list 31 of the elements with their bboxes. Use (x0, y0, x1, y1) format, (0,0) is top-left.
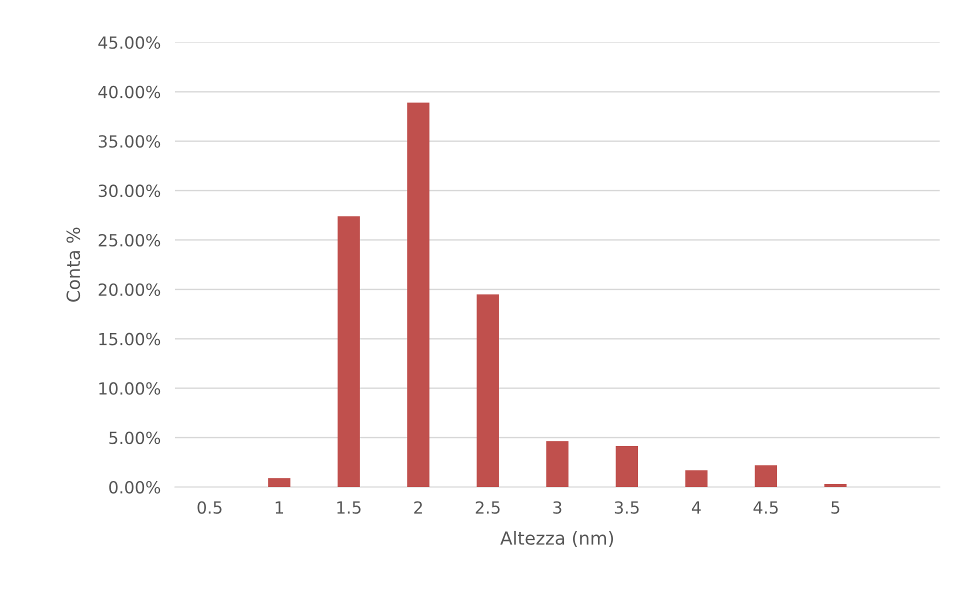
x-tick-label: 3 (553, 501, 562, 514)
y-tick-label: 20.00% (98, 283, 160, 296)
x-tick-label: 1 (276, 501, 283, 514)
bar (546, 441, 568, 488)
y-tick-label: 25.00% (98, 234, 160, 247)
bar (616, 446, 638, 488)
x-tick-label: 4 (692, 501, 701, 514)
x-tick-label: 3.5 (614, 501, 639, 514)
x-tick-label: 2.5 (476, 501, 500, 514)
y-tick-label: 30.00% (98, 184, 160, 198)
y-tick-label: 10.00% (99, 382, 160, 395)
bar (685, 470, 708, 488)
x-tick-label: 2 (414, 501, 422, 514)
bar (338, 216, 360, 488)
y-tick-label: 5.00% (109, 432, 160, 444)
bar (268, 478, 290, 488)
x-tick-label: 5 (831, 501, 840, 514)
bar (476, 294, 499, 488)
y-tick-label: 45.00% (98, 36, 160, 49)
bar (824, 484, 847, 488)
y-axis-title: Conta % (66, 228, 80, 302)
y-tick-label: 35.00% (98, 135, 160, 148)
x-tick-label: 0.5 (198, 501, 222, 514)
y-tick-label: 15.00% (99, 332, 160, 346)
bar (754, 465, 778, 488)
x-axis-title: Altezza (nm) (500, 530, 614, 548)
x-tick-label: 1.5 (337, 501, 361, 514)
bar (407, 102, 430, 488)
x-tick-label: 4.5 (753, 501, 778, 514)
y-tick-label: 0.00% (109, 480, 160, 494)
y-tick-label: 40.00% (98, 86, 160, 98)
